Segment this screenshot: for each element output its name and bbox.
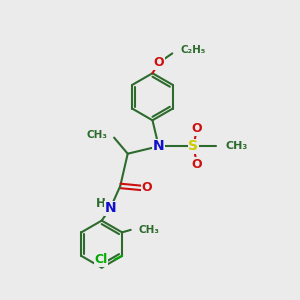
Text: H: H xyxy=(96,197,106,210)
Text: C₂H₅: C₂H₅ xyxy=(181,45,206,56)
Text: N: N xyxy=(105,201,116,215)
Text: CH₃: CH₃ xyxy=(139,225,160,235)
Text: O: O xyxy=(192,122,203,135)
Text: N: N xyxy=(153,139,164,153)
Text: S: S xyxy=(188,139,198,153)
Text: CH₃: CH₃ xyxy=(86,130,107,140)
Text: O: O xyxy=(142,182,152,194)
Text: O: O xyxy=(153,56,164,69)
Text: O: O xyxy=(192,158,203,171)
Text: Cl: Cl xyxy=(94,253,108,266)
Text: CH₃: CH₃ xyxy=(225,141,247,151)
